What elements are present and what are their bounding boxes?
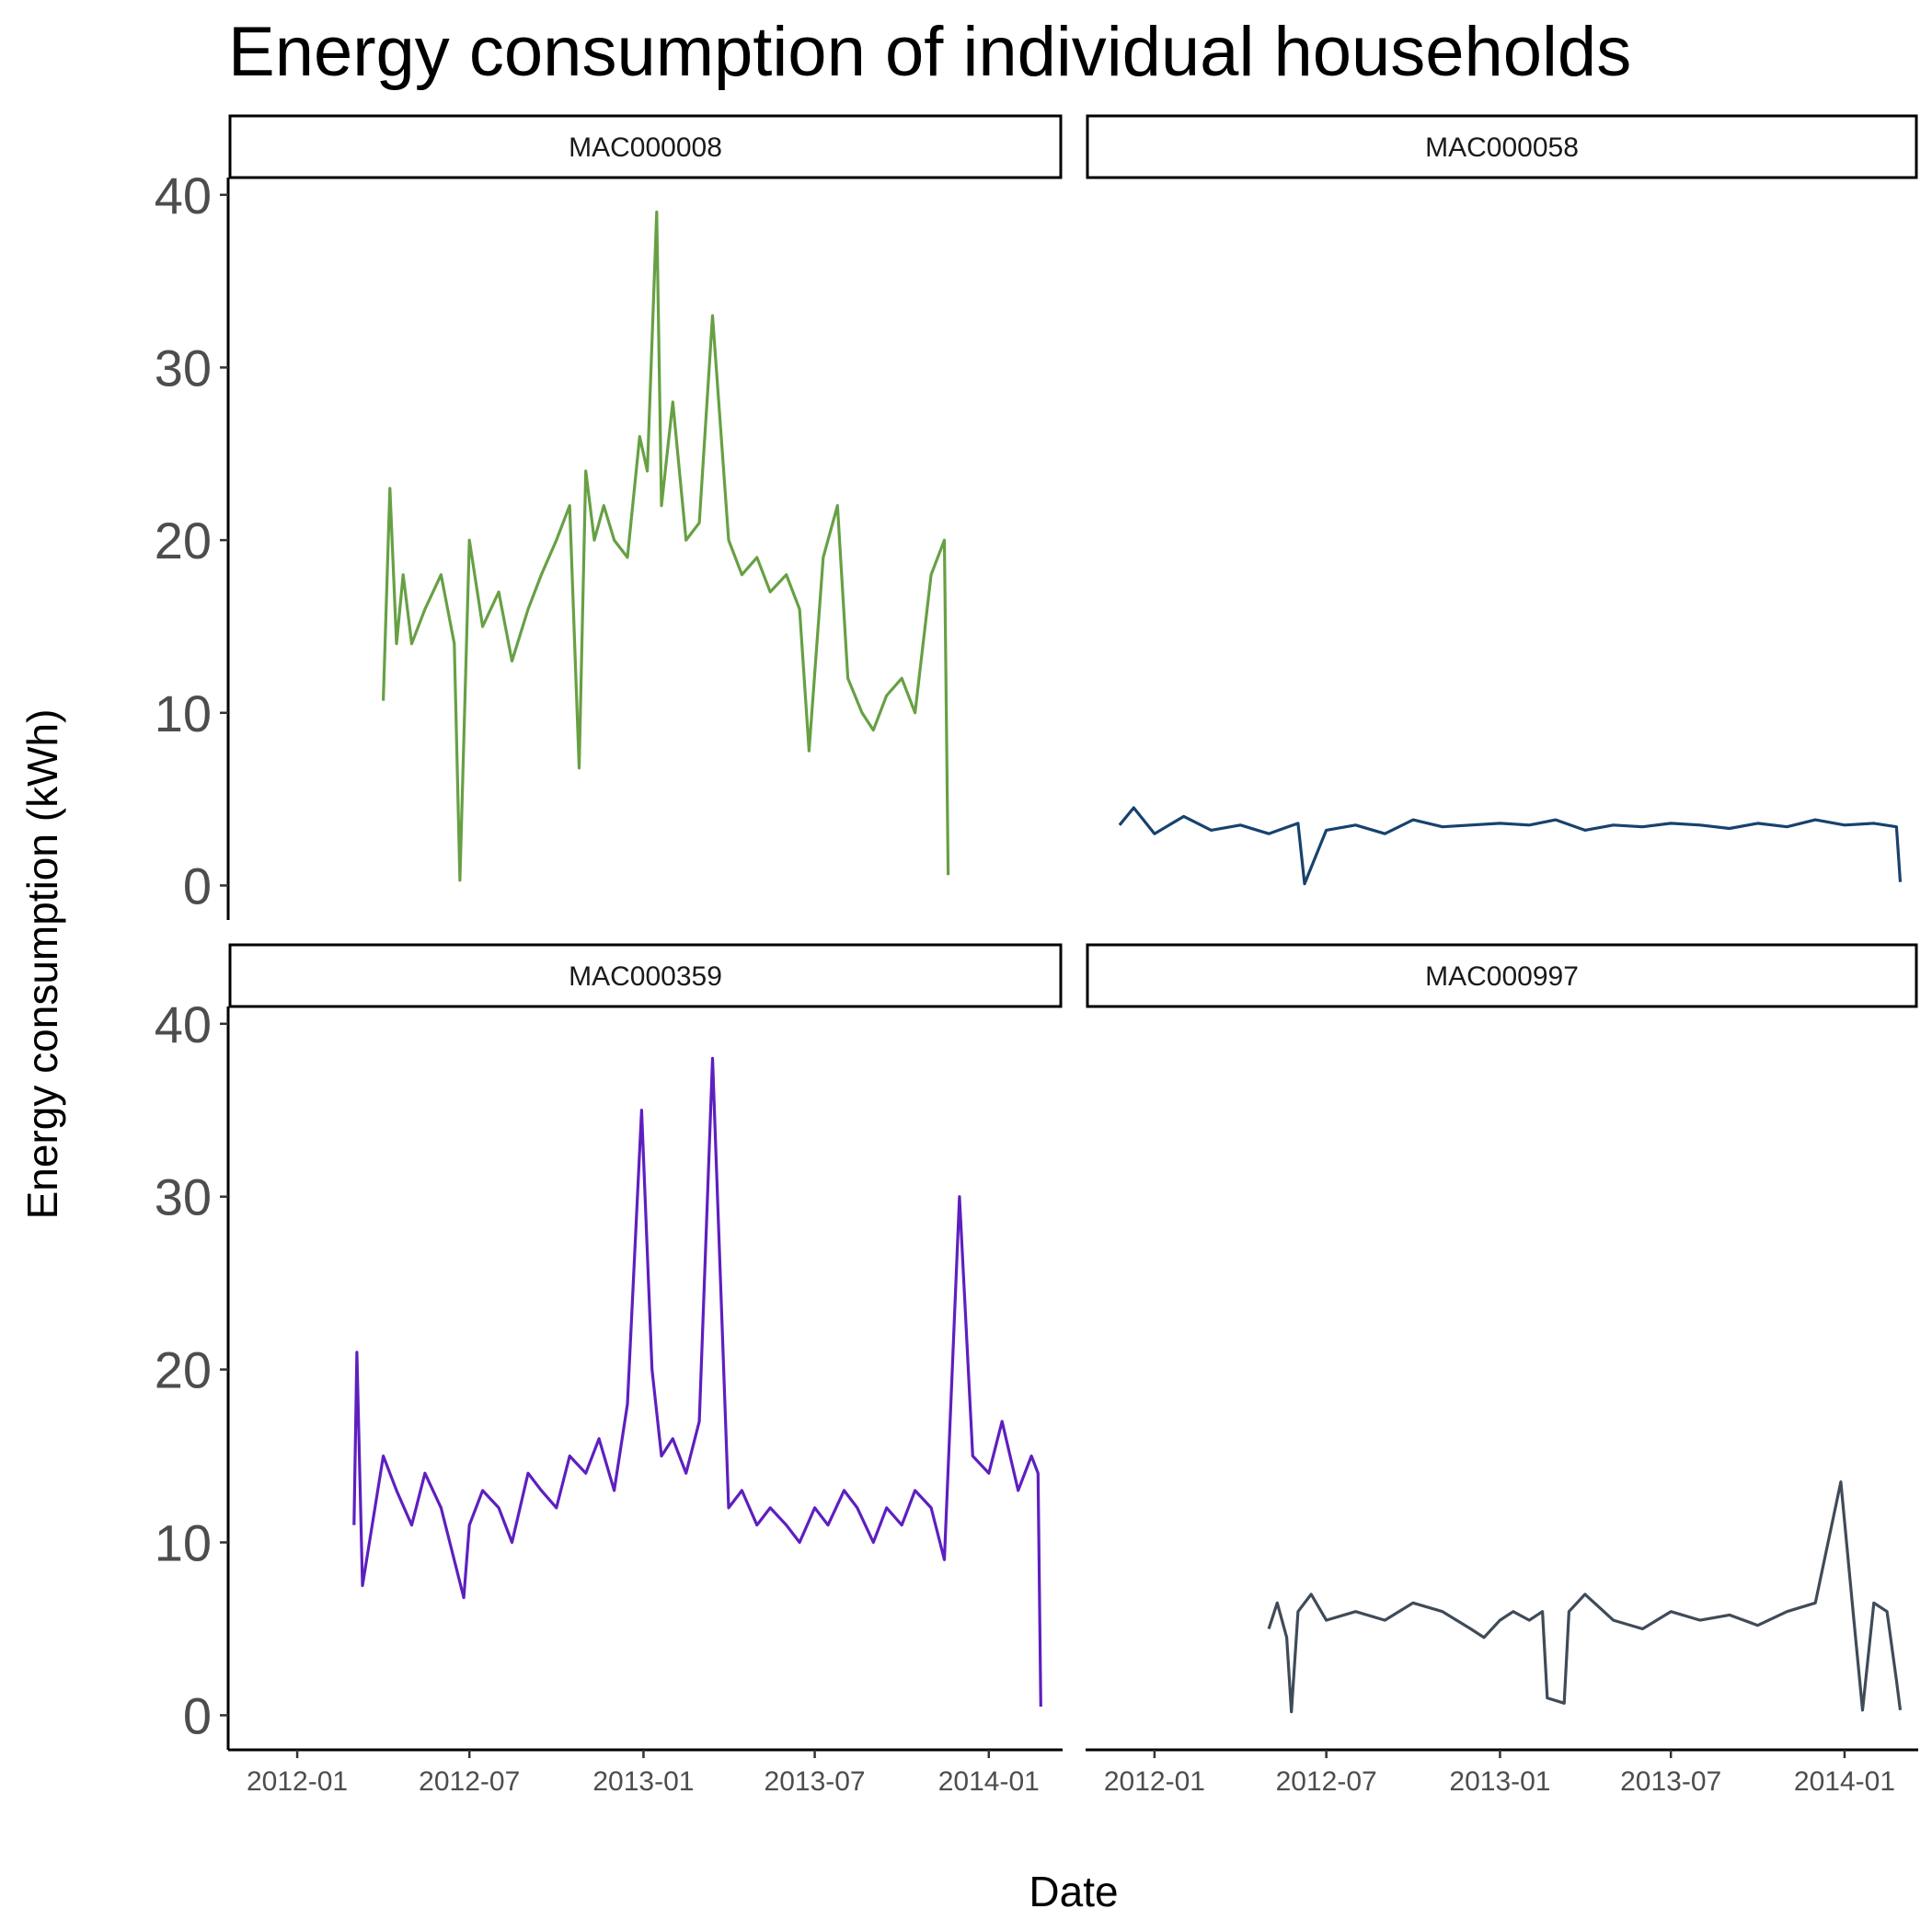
facet-panel: MAC000008 0 10 20 30 40 <box>155 114 1063 920</box>
y-tick-label: 30 <box>155 1168 212 1226</box>
x-axis-title: Date <box>1029 1868 1118 1915</box>
facet-strip-label: MAC000997 <box>1425 961 1579 992</box>
x-tick-label: 2012-01 <box>247 1766 348 1797</box>
facet-strip <box>228 943 1063 1008</box>
x-tick-label: 2012-07 <box>1276 1766 1377 1797</box>
facet-strip <box>1086 943 1918 1008</box>
x-tick-label: 2013-01 <box>1449 1766 1550 1797</box>
facet-panel: MAC000359 0 10 20 30 40 2012-01 2012-07 2013-01 2… <box>155 943 1063 1797</box>
x-tick-label: 2014-01 <box>938 1766 1040 1797</box>
x-tick-label: 2013-07 <box>1620 1766 1721 1797</box>
series-line <box>382 210 950 882</box>
y-tick-label: 10 <box>155 1514 212 1572</box>
x-tick-label: 2012-01 <box>1104 1766 1205 1797</box>
facet-strip-label: MAC000008 <box>569 132 722 163</box>
facet-panel: MAC000997 2012-01 2012-07 2013-01 2013-07 201… <box>1086 943 1918 1797</box>
facet-strip <box>1086 114 1918 179</box>
x-tick-label: 2013-07 <box>765 1766 866 1797</box>
facet-strip-label: MAC000359 <box>569 961 722 992</box>
x-tick-label: 2014-01 <box>1794 1766 1895 1797</box>
y-tick-label: 40 <box>155 995 212 1053</box>
x-tick-label: 2012-07 <box>419 1766 520 1797</box>
series-line <box>352 1056 1042 1708</box>
y-tick-label: 30 <box>155 339 212 397</box>
y-tick-label: 0 <box>183 1686 212 1744</box>
chart-title: Energy consumption of individual househo… <box>228 13 1631 91</box>
y-tick-label: 10 <box>155 684 212 742</box>
facet-panel: MAC000058 <box>1086 114 1918 886</box>
y-tick-label: 40 <box>155 167 212 224</box>
y-tick-label: 20 <box>155 1341 212 1399</box>
facet-strip-label: MAC000058 <box>1425 132 1579 163</box>
x-tick-label: 2013-01 <box>592 1766 694 1797</box>
series-line <box>1118 806 1903 886</box>
y-tick-label: 20 <box>155 512 212 569</box>
series-line <box>1267 1480 1903 1714</box>
facet-panels: MAC000008 0 10 20 30 40 MAC000058 MAC000359 0 10 2… <box>155 114 1918 1797</box>
y-axis-title: Energy consumption (kWh) <box>18 709 66 1220</box>
y-tick-label: 0 <box>183 857 212 914</box>
facet-strip <box>228 114 1063 179</box>
